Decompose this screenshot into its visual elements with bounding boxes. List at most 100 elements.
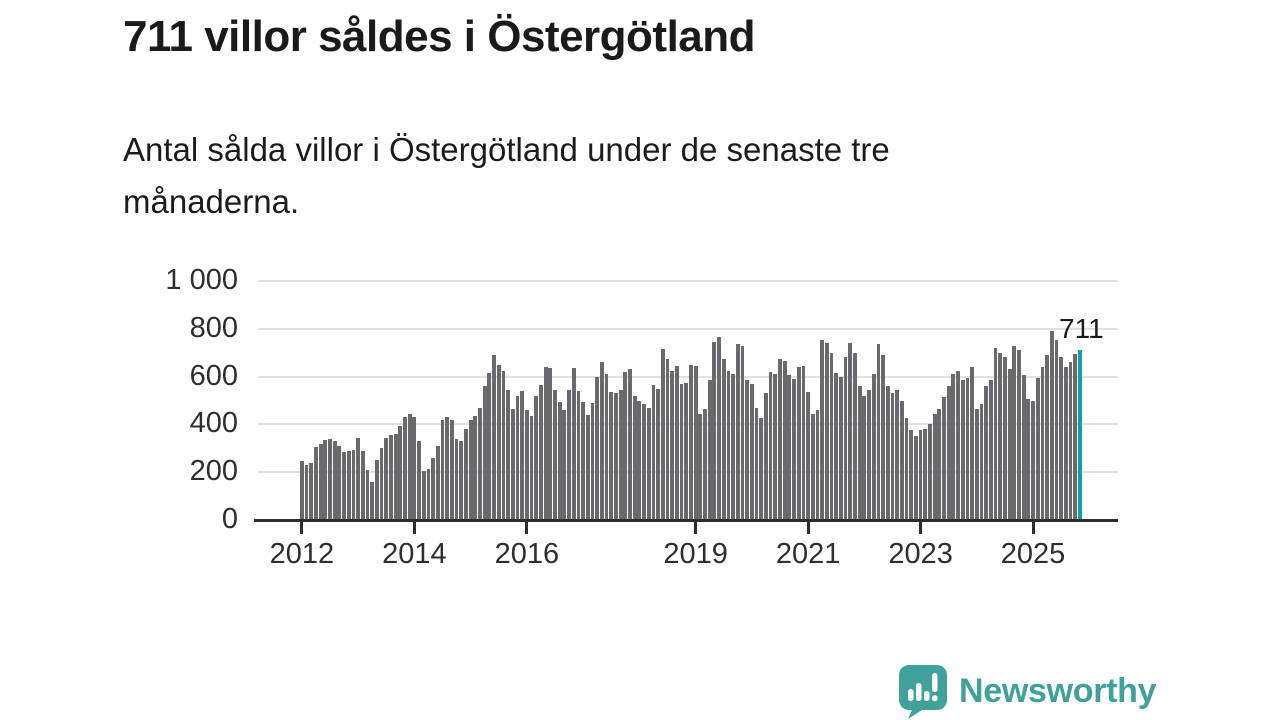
bar xyxy=(703,408,707,520)
bar xyxy=(885,386,890,520)
bar xyxy=(562,410,567,520)
bar xyxy=(604,374,609,520)
bar xyxy=(524,410,529,520)
bar xyxy=(492,355,496,520)
bar xyxy=(431,457,436,520)
bar xyxy=(913,436,918,520)
x-axis-tick-label: 2014 xyxy=(382,538,447,570)
bar xyxy=(487,373,492,520)
y-axis-tick-label: 1 000 xyxy=(165,264,238,296)
bar xyxy=(1003,357,1007,520)
bar xyxy=(693,365,698,520)
bar xyxy=(824,343,829,520)
bar xyxy=(323,439,328,520)
bar xyxy=(707,380,712,520)
bar xyxy=(768,371,773,520)
bar xyxy=(309,462,314,520)
bar xyxy=(628,369,632,520)
bar xyxy=(300,461,304,520)
bar xyxy=(899,400,904,520)
bar xyxy=(576,390,581,520)
bar xyxy=(928,424,932,520)
bar xyxy=(417,441,421,520)
bar xyxy=(637,400,642,520)
bar xyxy=(520,390,525,520)
bar xyxy=(506,389,511,520)
bar xyxy=(923,429,928,520)
x-axis-tick-label: 2012 xyxy=(269,538,335,570)
bar xyxy=(970,367,975,520)
x-axis-tick-label: 2025 xyxy=(1000,538,1066,570)
y-axis-tick-label: 600 xyxy=(189,359,238,392)
bar xyxy=(796,367,801,520)
bar xyxy=(988,380,993,520)
bar xyxy=(689,364,693,520)
bar xyxy=(1073,353,1078,520)
bar xyxy=(346,450,351,520)
bar xyxy=(660,349,665,520)
bar xyxy=(632,395,637,520)
bar xyxy=(595,376,600,520)
bar xyxy=(712,341,717,520)
bar xyxy=(449,419,454,520)
bar xyxy=(398,425,403,520)
bar xyxy=(623,371,628,520)
bar xyxy=(1021,375,1026,520)
bar xyxy=(609,392,614,520)
bar xyxy=(529,416,534,520)
y-axis-tick-label: 800 xyxy=(189,311,238,344)
x-axis-tick xyxy=(694,522,698,534)
bar xyxy=(759,418,764,520)
bar xyxy=(1040,367,1045,520)
bar xyxy=(351,449,356,520)
bar xyxy=(820,339,825,520)
bar xyxy=(304,465,309,520)
bar xyxy=(360,450,365,520)
bar xyxy=(407,413,412,520)
bar xyxy=(585,414,590,520)
bar xyxy=(478,407,482,520)
bar xyxy=(1068,362,1073,520)
bar xyxy=(745,380,750,520)
bar xyxy=(801,365,806,520)
bar xyxy=(421,471,426,520)
x-axis-tick xyxy=(300,522,304,534)
bar xyxy=(496,364,501,520)
bar xyxy=(515,395,520,520)
bar xyxy=(365,469,370,520)
bar xyxy=(651,384,656,520)
bar xyxy=(548,368,553,520)
bar xyxy=(946,386,951,520)
bar xyxy=(895,389,900,520)
x-axis-tick xyxy=(525,522,529,534)
bar xyxy=(834,373,839,520)
bar xyxy=(318,443,323,520)
bar xyxy=(979,404,984,520)
bar xyxy=(937,408,942,520)
x-axis-tick xyxy=(1031,522,1035,534)
bar xyxy=(857,386,862,520)
x-axis-tick xyxy=(806,522,810,534)
x-axis-tick-label: 2016 xyxy=(494,538,560,570)
bar xyxy=(445,417,450,520)
x-axis-line xyxy=(254,519,1118,522)
bar xyxy=(942,396,946,520)
bar xyxy=(539,384,543,520)
x-axis-tick xyxy=(919,522,923,534)
bar xyxy=(965,377,970,520)
bar xyxy=(581,401,586,520)
bar xyxy=(412,417,417,520)
bar xyxy=(468,419,473,520)
x-axis-tick-label: 2023 xyxy=(888,538,953,570)
page-title: 711 villor såldes i Östergötland xyxy=(123,12,756,61)
bar xyxy=(909,430,914,520)
bar xyxy=(754,407,759,520)
bar xyxy=(379,448,384,520)
bar xyxy=(314,447,318,520)
bar xyxy=(904,418,909,520)
y-axis-tick-label: 0 xyxy=(221,503,238,535)
bar xyxy=(670,370,675,520)
bar xyxy=(332,441,337,520)
bar xyxy=(646,407,651,520)
bar xyxy=(764,393,768,520)
